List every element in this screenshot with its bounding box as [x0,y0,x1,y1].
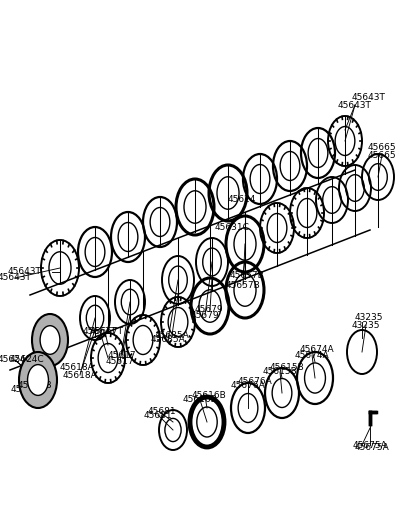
Ellipse shape [28,365,49,395]
Ellipse shape [19,352,57,408]
Text: 45618A: 45618A [60,363,95,373]
Text: 45624C: 45624C [10,356,45,364]
Text: 45617: 45617 [106,358,134,366]
Text: 43235: 43235 [352,321,380,330]
Text: 45685A: 45685A [151,335,185,345]
Text: 45624: 45624 [228,196,256,204]
Text: 45615B: 45615B [262,367,297,376]
Text: 45616B: 45616B [183,395,217,404]
Text: 45674A: 45674A [300,346,335,354]
Text: 45681: 45681 [148,407,177,417]
Text: 45657B: 45657B [230,270,265,280]
Text: 45679: 45679 [195,306,224,315]
Text: 45665: 45665 [368,143,396,153]
Text: 45676A: 45676A [238,377,273,387]
Text: 45643T: 45643T [0,274,32,282]
Text: 45652B: 45652B [18,380,53,389]
Text: 45643T: 45643T [352,93,386,102]
Text: 45681: 45681 [144,411,172,419]
Text: 45674A: 45674A [295,350,329,360]
Text: 45667T: 45667T [83,327,117,336]
Text: 45617: 45617 [108,350,136,360]
Text: 45615B: 45615B [270,363,305,373]
Ellipse shape [32,314,68,366]
Text: 45685A: 45685A [155,331,190,339]
Text: 45665: 45665 [368,151,396,159]
Text: 45643T: 45643T [338,101,372,110]
Text: 45618A: 45618A [63,371,97,379]
Text: 45643T: 45643T [8,267,42,277]
Ellipse shape [40,326,60,354]
Text: 45675A: 45675A [353,441,387,449]
Text: 45679: 45679 [191,310,220,320]
Text: 45652B: 45652B [11,386,45,394]
Text: 43235: 43235 [355,313,384,322]
Text: 45616B: 45616B [192,391,227,401]
Text: 45676A: 45676A [230,380,265,389]
Text: 45624C: 45624C [0,356,32,364]
Text: 45631C: 45631C [215,224,250,233]
Text: 45667T: 45667T [90,327,124,336]
Text: 45657B: 45657B [226,280,260,290]
Text: 45675A: 45675A [355,444,390,453]
